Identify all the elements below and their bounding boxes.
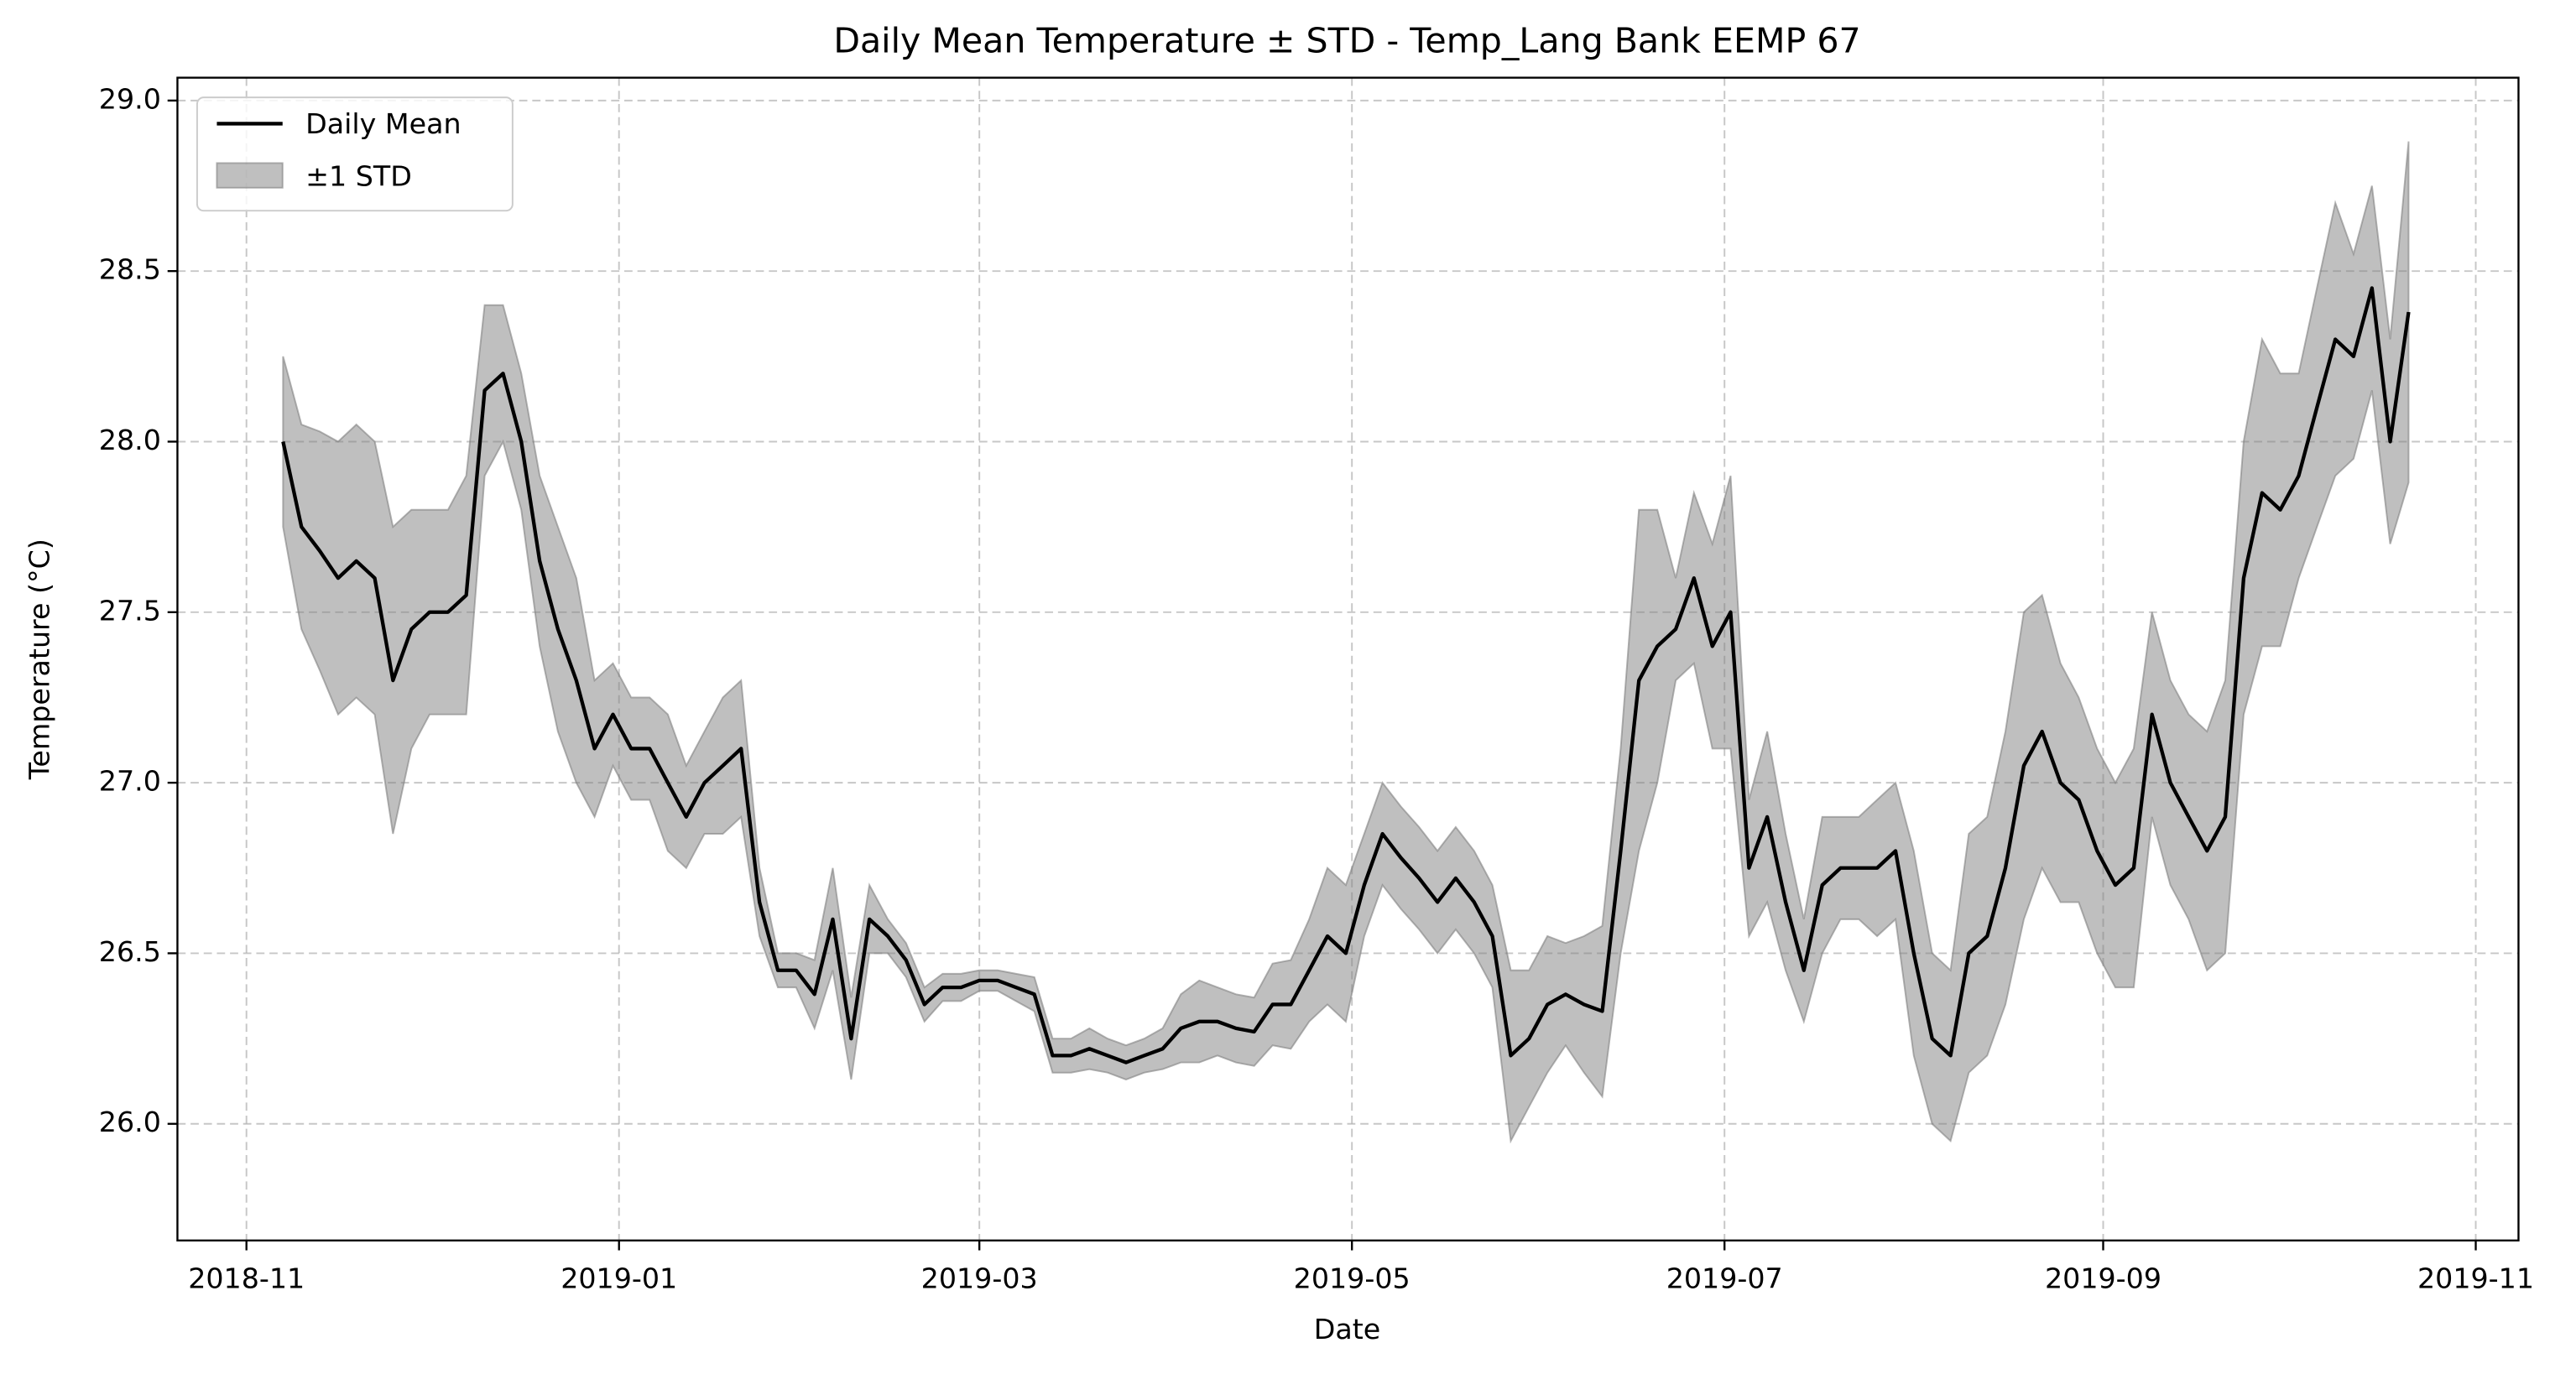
x-tick-label: 2019-03 bbox=[921, 1262, 1038, 1294]
y-tick-label: 28.5 bbox=[99, 253, 161, 286]
legend-label: Daily Mean bbox=[305, 107, 461, 140]
y-tick-label: 26.0 bbox=[99, 1106, 161, 1138]
y-axis-label: Temperature (°C) bbox=[23, 539, 55, 780]
y-tick-label: 27.5 bbox=[99, 594, 161, 627]
std-band bbox=[282, 141, 2410, 1144]
x-axis-label: Date bbox=[1314, 1313, 1381, 1345]
y-tick-label: 27.0 bbox=[99, 765, 161, 798]
y-tick-label: 26.5 bbox=[99, 935, 161, 968]
x-tick-label: 2019-09 bbox=[2045, 1262, 2161, 1294]
x-tick-label: 2019-11 bbox=[2417, 1262, 2534, 1294]
legend-label: ±1 STD bbox=[305, 160, 412, 193]
y-tick-label: 29.0 bbox=[99, 82, 161, 115]
mean-line bbox=[281, 286, 2411, 1064]
x-tick-label: 2018-11 bbox=[188, 1262, 305, 1294]
x-tick-label: 2019-05 bbox=[1294, 1262, 1411, 1294]
legend-swatch bbox=[216, 162, 284, 189]
axes-frame bbox=[176, 76, 2520, 1241]
x-tick-label: 2019-07 bbox=[1666, 1262, 1783, 1294]
x-tick-label: 2019-01 bbox=[561, 1262, 677, 1294]
y-tick-label: 28.0 bbox=[99, 424, 161, 456]
chart-title: Daily Mean Temperature ± STD - Temp_Lang… bbox=[833, 21, 1860, 61]
